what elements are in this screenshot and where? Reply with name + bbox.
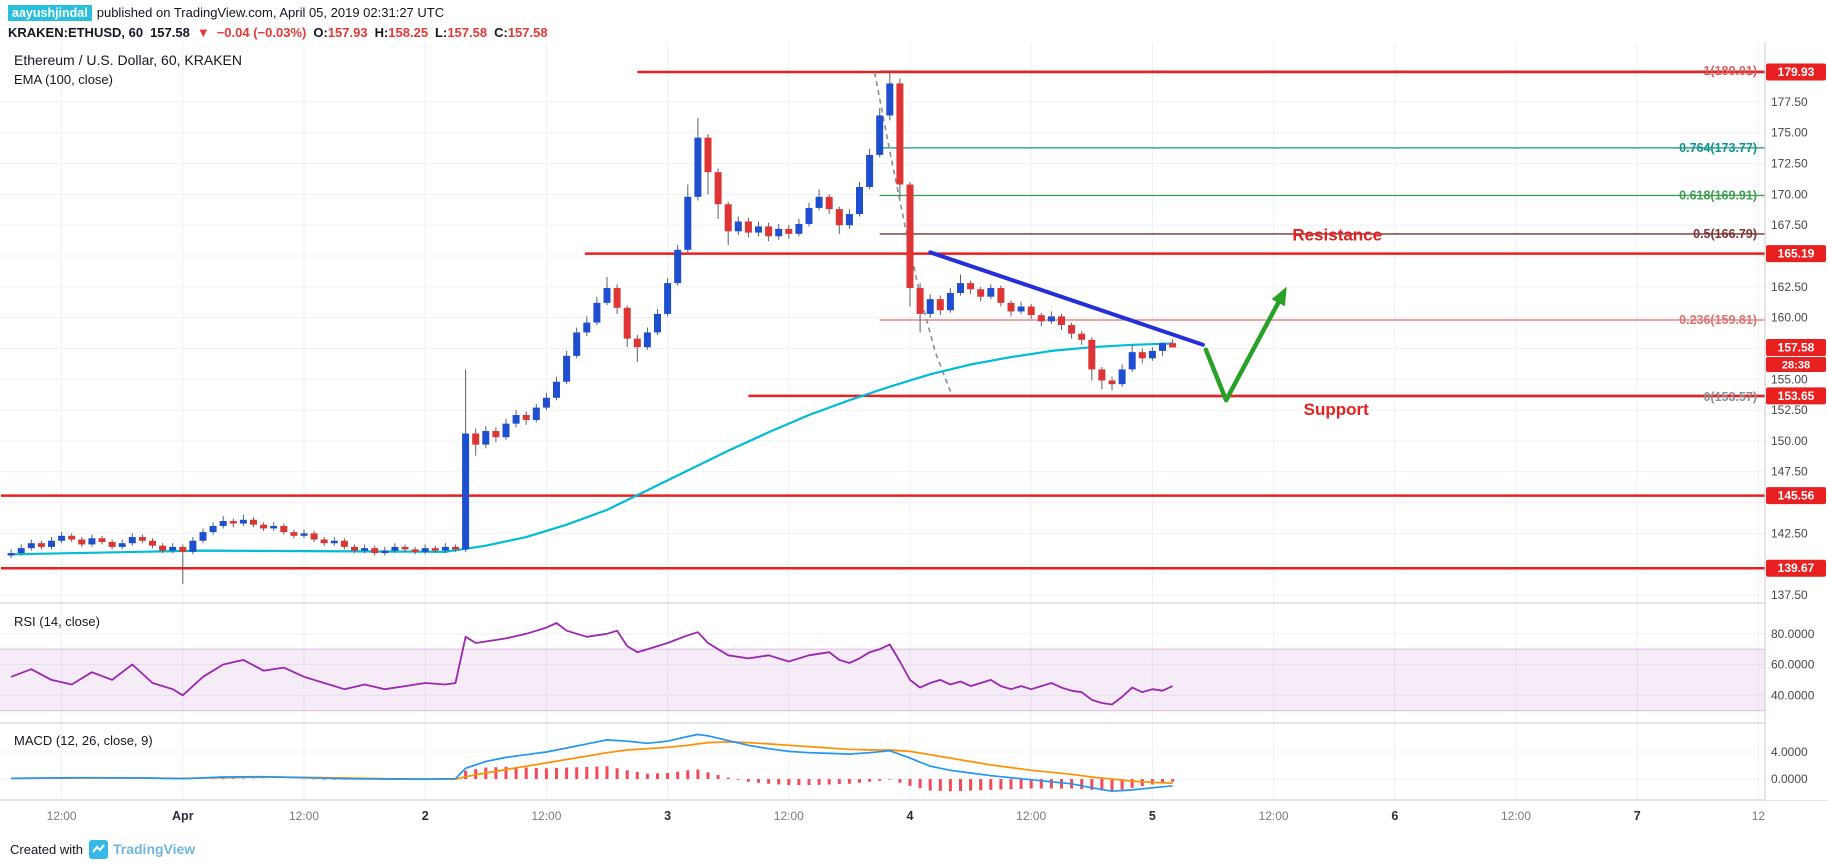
svg-text:28:38: 28:38 — [1782, 359, 1810, 371]
low-value: 157.58 — [447, 24, 488, 40]
svg-text:12:00: 12:00 — [289, 809, 319, 823]
symbol-info-row: KRAKEN:ETHUSD, 60 157.58 ▼ −0.04 (−0.03%… — [8, 22, 1828, 42]
price-change: −0.04 (−0.03%) — [216, 24, 307, 40]
svg-text:12: 12 — [1752, 809, 1766, 823]
time-axis[interactable]: 12:00 Apr 12:00 2 12:00 3 12:00 4 12:00 5 12:00 6 12… — [0, 801, 1828, 830]
publish-info-row: aayushjindal published on TradingView.co… — [8, 3, 1828, 22]
panel-separators — [0, 602, 1828, 801]
publish-info-text: published on TradingView.com, April 05, … — [96, 5, 445, 20]
macd-layer — [11, 733, 1175, 793]
svg-text:40.0000: 40.0000 — [1771, 688, 1815, 702]
candles-layer — [7, 70, 1177, 584]
support-resistance-lines — [1, 70, 1765, 570]
text-annotations: Resistance Support — [1292, 225, 1382, 418]
publish-header: aayushjindal published on TradingView.co… — [0, 0, 1828, 42]
svg-text:150.00: 150.00 — [1771, 434, 1808, 448]
svg-text:165.19: 165.19 — [1778, 247, 1815, 261]
svg-text:0.5(166.79): 0.5(166.79) — [1693, 227, 1757, 241]
svg-text:Apr: Apr — [172, 809, 194, 823]
created-with-text: Created with — [10, 841, 83, 857]
svg-text:152.50: 152.50 — [1771, 403, 1808, 417]
svg-text:179.93: 179.93 — [1778, 65, 1815, 79]
svg-text:Support: Support — [1304, 400, 1369, 419]
high-value: 158.25 — [388, 24, 429, 40]
svg-text:3: 3 — [664, 809, 671, 823]
svg-text:12:00: 12:00 — [1501, 809, 1531, 823]
svg-text:12:00: 12:00 — [1016, 809, 1046, 823]
tradingview-icon — [88, 839, 108, 859]
footer-bar: Created with TradingView — [0, 830, 1828, 868]
svg-text:7: 7 — [1634, 809, 1641, 823]
svg-text:1(180.01): 1(180.01) — [1703, 64, 1757, 78]
svg-text:137.50: 137.50 — [1771, 588, 1808, 602]
grid-lines — [0, 42, 1765, 800]
svg-text:0.618(169.91): 0.618(169.91) — [1679, 188, 1757, 202]
svg-text:177.50: 177.50 — [1771, 95, 1808, 109]
svg-text:6: 6 — [1391, 809, 1398, 823]
svg-text:12:00: 12:00 — [47, 809, 77, 823]
svg-text:167.50: 167.50 — [1771, 218, 1808, 232]
rsi-band — [0, 648, 1765, 712]
svg-text:4.0000: 4.0000 — [1771, 745, 1808, 759]
svg-text:155.00: 155.00 — [1771, 372, 1808, 386]
author-link[interactable]: aayushjindal — [8, 4, 92, 21]
price-badges: 179.93 165.19 157.58 28:38 153.65 145.56 139.6… — [1766, 63, 1826, 577]
svg-text:157.58: 157.58 — [1778, 340, 1815, 354]
svg-text:12:00: 12:00 — [774, 809, 804, 823]
svg-text:12:00: 12:00 — [531, 809, 561, 823]
descending-trendline — [928, 250, 1205, 347]
svg-text:4: 4 — [907, 809, 914, 823]
direction-arrow-icon: ▼ — [196, 24, 210, 40]
chart-area[interactable]: Resistance Support 1(180.01) 0.764(173.77) 0… — [0, 42, 1828, 830]
svg-text:2: 2 — [422, 809, 429, 823]
svg-text:5: 5 — [1149, 809, 1156, 823]
fibonacci-labels: 1(180.01) 0.764(173.77) 0.618(169.91) 0.5(1… — [1679, 64, 1757, 404]
ema-line — [11, 342, 1173, 556]
svg-text:0(153.57): 0(153.57) — [1703, 390, 1757, 404]
tradingview-brand-text: TradingView — [112, 841, 196, 857]
svg-text:162.50: 162.50 — [1771, 280, 1808, 294]
svg-text:142.50: 142.50 — [1771, 526, 1808, 540]
open-value: 157.93 — [327, 24, 368, 40]
svg-text:145.56: 145.56 — [1778, 489, 1815, 503]
svg-text:153.65: 153.65 — [1778, 389, 1815, 403]
bounce-arrow — [1203, 286, 1287, 403]
svg-text:Resistance: Resistance — [1292, 225, 1382, 244]
close-value: 157.58 — [507, 24, 548, 40]
svg-text:80.0000: 80.0000 — [1771, 627, 1815, 641]
svg-text:170.00: 170.00 — [1771, 187, 1808, 201]
svg-text:160.00: 160.00 — [1771, 311, 1808, 325]
rsi-line — [10, 622, 1173, 706]
price-axis[interactable]: 177.50 175.00 172.50 170.00 167.50 162.50 160.… — [1764, 42, 1828, 830]
svg-text:172.50: 172.50 — [1771, 157, 1808, 171]
chart-canvas[interactable]: Resistance Support 1(180.01) 0.764(173.77) 0… — [0, 42, 1828, 830]
svg-text:0.764(173.77): 0.764(173.77) — [1679, 141, 1757, 155]
svg-text:175.00: 175.00 — [1771, 126, 1808, 140]
svg-text:0.236(159.81): 0.236(159.81) — [1679, 313, 1757, 327]
svg-text:60.0000: 60.0000 — [1771, 658, 1815, 672]
last-price: 157.58 — [150, 24, 190, 40]
tradingview-logo[interactable]: TradingView — [88, 839, 196, 859]
symbol-label: KRAKEN:ETHUSD, 60 — [8, 24, 144, 40]
svg-text:0.0000: 0.0000 — [1771, 772, 1808, 786]
svg-text:139.67: 139.67 — [1778, 561, 1815, 575]
svg-text:147.50: 147.50 — [1771, 465, 1808, 479]
svg-text:12:00: 12:00 — [1259, 809, 1289, 823]
ohlc-values: O:157.93 H:158.25 L:157.58 C:157.58 — [313, 24, 548, 40]
